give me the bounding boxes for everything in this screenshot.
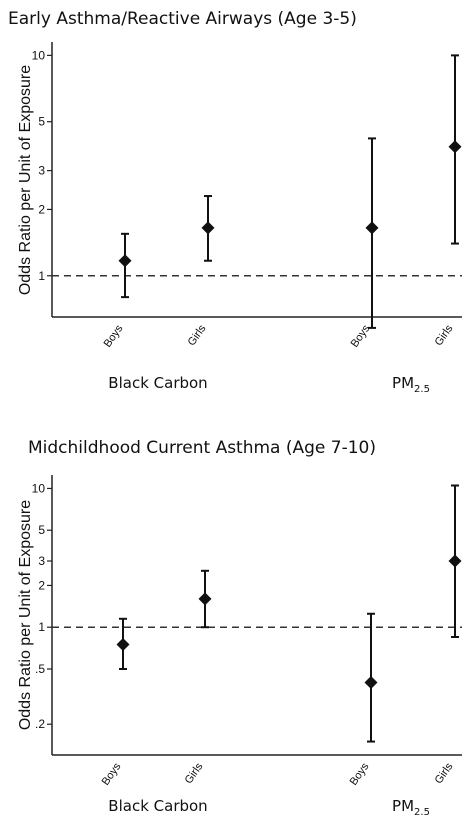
point-estimate-marker: [116, 638, 130, 652]
point-estimate-marker: [201, 221, 215, 235]
group-label: PM2.5: [392, 374, 430, 395]
y-tick-label: 10: [32, 48, 46, 62]
y-tick-label: 3: [38, 554, 45, 568]
chart-panel-2: Midchildhood Current Asthma (Age 7-10) Od…: [17, 438, 462, 818]
x-tick-label: Girls: [183, 760, 206, 786]
y-axis-label: Odds Ratio per Unit of Exposure: [17, 65, 34, 295]
chart-title: Early Asthma/Reactive Airways (Age 3-5): [8, 9, 357, 29]
chart-title: Midchildhood Current Asthma (Age 7-10): [28, 438, 376, 458]
group-label-subscript: 2.5: [414, 807, 430, 818]
y-tick-label: 5: [38, 115, 45, 129]
point-estimate-marker: [198, 592, 212, 606]
x-tick-label: Boys: [348, 760, 372, 787]
y-tick-label: .5: [35, 662, 45, 676]
y-tick-label: 2: [38, 202, 45, 216]
x-tick-label: Boys: [349, 322, 373, 349]
point-estimate-marker: [448, 554, 462, 568]
group-label: Black Carbon: [108, 374, 207, 392]
x-tick-label: Girls: [186, 322, 209, 348]
point-estimate-marker: [448, 140, 462, 154]
point-estimate-marker: [365, 221, 379, 235]
y-tick-label: .2: [35, 717, 45, 731]
group-label-subscript: 2.5: [414, 384, 430, 395]
y-tick-label: 1: [38, 269, 45, 283]
y-tick-label: 3: [38, 164, 45, 178]
x-tick-label: Boys: [100, 760, 124, 787]
x-tick-label: Boys: [102, 322, 126, 349]
y-tick-label: 2: [38, 578, 45, 592]
x-tick-label: Girls: [433, 760, 456, 786]
y-axis-label: Odds Ratio per Unit of Exposure: [17, 500, 34, 730]
y-tick-label: 5: [38, 523, 45, 537]
y-tick-label: 10: [32, 481, 46, 495]
point-estimate-marker: [364, 675, 378, 689]
chart-panel-1: Early Asthma/Reactive Airways (Age 3-5) O…: [8, 9, 462, 395]
x-tick-label: Girls: [433, 322, 456, 348]
y-tick-label: 1: [38, 620, 45, 634]
group-label: PM2.5: [392, 797, 430, 818]
group-label: Black Carbon: [108, 797, 207, 815]
point-estimate-marker: [118, 254, 132, 268]
